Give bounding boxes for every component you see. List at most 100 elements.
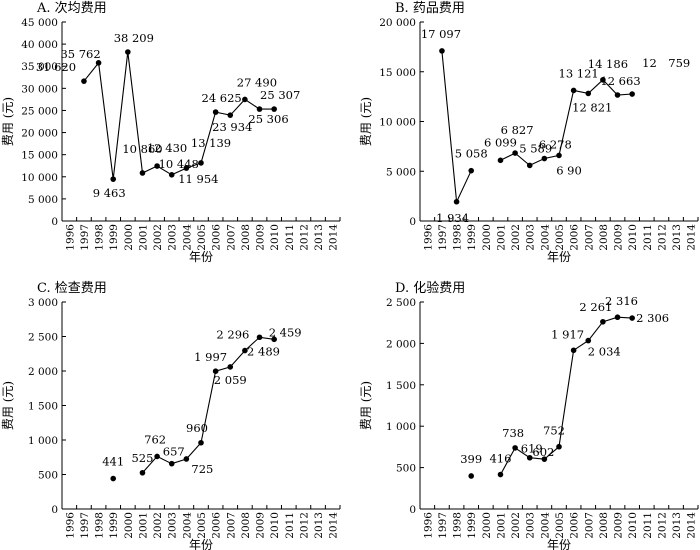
data-label: 2 459 [269,325,302,339]
y-tick-label: 20 000 [21,128,58,140]
data-point [556,443,562,450]
data-point [614,92,621,98]
y-tick-label: 15 000 [21,150,58,162]
x-axis-label: 年份 [547,538,571,550]
data-label: 25 307 [260,88,300,102]
x-tick-label: 2007 [583,512,595,539]
data-label: 27 490 [237,75,277,89]
data-label: 762 [144,432,166,446]
y-axis-label: 费用 (元) [1,97,15,146]
panel-title: C. 检查费用 [37,281,107,296]
data-point [110,475,117,482]
y-tick-label: 2 000 [386,338,416,350]
data-point [271,106,277,112]
data-point [512,445,518,451]
y-axis-label: 费用 (元) [1,381,15,430]
data-point [439,48,445,54]
x-tick-label: 2007 [583,224,595,251]
x-tick-label: 2012 [656,512,668,539]
y-tick-label: 25 000 [21,105,58,117]
x-tick-label: 2008 [598,224,610,251]
data-label: 441 [102,455,124,469]
data-label: 416 [489,452,511,466]
data-label: 2 034 [588,345,621,359]
x-tick-label: 1998 [452,512,464,539]
x-tick-label: 1998 [94,512,106,539]
data-point [585,337,592,344]
data-point [139,170,146,176]
x-tick-label: 1998 [94,224,106,251]
data-label: 25 306 [248,112,288,126]
data-point [198,439,204,446]
y-tick-label: 500 [396,463,416,475]
series-line [500,316,633,475]
data-point [95,60,102,66]
x-tick-label: 2013 [313,512,325,539]
x-axis-label: 年份 [189,250,213,264]
panel-title: A. 次均费用 [36,0,107,16]
y-tick-label: 2 500 [28,332,58,344]
data-point [242,96,248,103]
x-tick-label: 2002 [152,224,164,251]
y-tick-label: 10 000 [21,172,58,184]
y-axis-label: 费用 (元) [359,97,373,146]
data-point [556,152,562,159]
x-tick-label: 2011 [284,512,296,539]
data-point [81,78,87,84]
data-point [600,318,606,325]
x-tick-label: 2004 [539,512,551,539]
x-tick-label: 2012 [656,224,668,251]
data-label: 5 058 [455,147,488,161]
chart-panel-1: A. 次均费用 0 5 000 10 000 15 000 20 000 25 000 30 … [1,0,341,264]
x-tick-label: 1997 [437,224,449,251]
data-point [256,334,263,341]
data-label: 23 934 [212,120,252,134]
x-tick-label: 2011 [284,224,296,251]
x-tick-label: 1996 [422,224,434,251]
data-label: 1 997 [194,350,227,364]
chart-panel-3: C. 检查费用 0 500 1 000 1 500 2 000 2 500 3 000 1996… [1,281,341,550]
x-tick-label: 2003 [167,224,179,251]
y-tick-label: 1 500 [28,401,58,413]
x-tick-label: 2005 [554,224,566,251]
x-tick-label: 2012 [298,512,310,539]
data-point [629,315,635,321]
data-point [256,106,263,112]
x-tick-label: 2011 [642,224,654,251]
data-point [453,198,460,205]
data-label: 5 589 [519,141,552,155]
data-point [526,454,533,461]
x-tick-label: 2014 [328,224,340,251]
data-label: 738 [502,426,524,440]
x-tick-label: 2009 [255,512,267,539]
x-tick-label: 2009 [613,512,625,539]
x-tick-label: 1997 [437,512,449,539]
x-tick-label: 2005 [196,224,208,251]
x-tick-label: 2006 [211,224,223,251]
data-label: 10 860 [122,142,162,156]
data-label: 6 827 [501,123,534,137]
x-tick-label: 2006 [569,224,581,251]
data-point [183,456,190,462]
x-tick-label: 1998 [452,224,464,251]
series-line [142,336,275,474]
data-point [212,109,219,115]
data-point [139,469,146,476]
x-tick-label: 2001 [137,224,149,251]
x-tick-label: 1996 [64,224,76,251]
x-tick-label: 2009 [613,224,625,251]
data-label: 6 278 [539,138,572,152]
data-point [125,49,131,55]
data-point [468,167,475,174]
data-label: 38 209 [114,31,154,45]
y-tick-label: 2 500 [386,297,416,309]
y-tick-label: 1 000 [28,435,58,447]
data-point [526,162,533,169]
y-tick-label: 45 000 [21,17,58,29]
x-tick-label: 2004 [181,224,193,251]
data-label: 2 059 [214,373,247,387]
x-tick-label: 2013 [313,224,325,251]
data-label: 619 [521,442,543,456]
x-tick-label: 2003 [167,512,179,539]
data-point [154,163,160,169]
